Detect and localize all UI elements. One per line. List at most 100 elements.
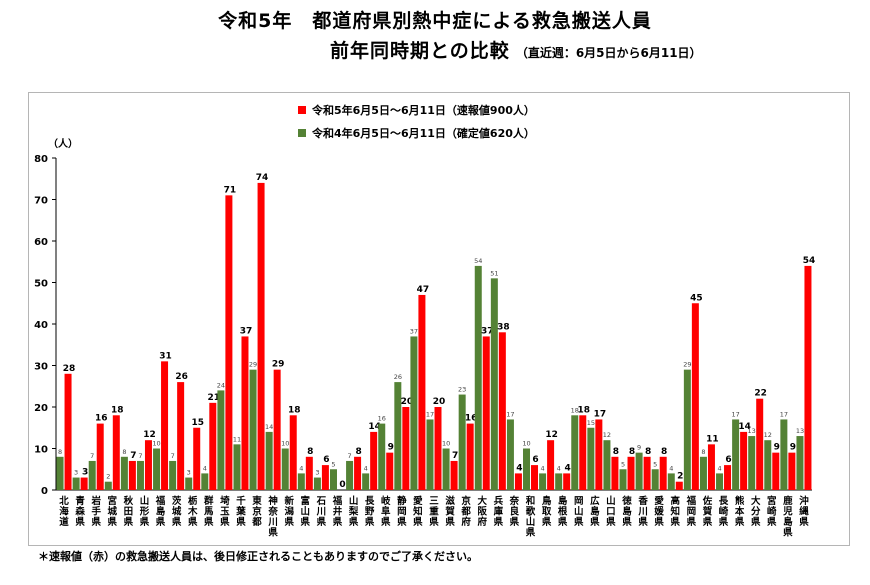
data-label-previous: 7 bbox=[171, 452, 175, 460]
data-label-previous: 10 bbox=[442, 440, 450, 448]
data-label-current: 37 bbox=[481, 326, 494, 336]
x-tick-label: 沖縄県 bbox=[799, 495, 809, 528]
data-label-previous: 4 bbox=[299, 464, 303, 472]
data-label-current: 20 bbox=[401, 397, 414, 407]
chart-title: 令和5年 都道府県別熱中症による救急搬送人員 bbox=[218, 10, 652, 32]
bar-previous bbox=[474, 265, 482, 490]
bar-previous bbox=[764, 440, 772, 490]
data-label-current: 3 bbox=[82, 468, 88, 478]
data-label-current: 18 bbox=[111, 405, 124, 415]
bar-previous bbox=[329, 469, 337, 490]
data-label-current: 15 bbox=[191, 418, 204, 428]
bar-previous bbox=[748, 436, 756, 490]
bar-current bbox=[466, 423, 474, 490]
data-label-previous: 7 bbox=[90, 452, 94, 460]
data-label-previous: 4 bbox=[669, 464, 673, 472]
x-tick-label: 佐賀県 bbox=[702, 495, 713, 528]
data-label-previous: 13 bbox=[796, 427, 804, 435]
data-label-current: 8 bbox=[645, 447, 651, 457]
bar-current bbox=[193, 427, 201, 490]
data-label-previous: 3 bbox=[315, 469, 319, 477]
bar-current bbox=[659, 456, 667, 490]
chart-frame bbox=[28, 92, 850, 546]
bar-previous bbox=[136, 460, 144, 490]
bar-current bbox=[482, 336, 490, 490]
chart-subtitle: 前年同時期との比較 （直近週：6月5日から6月11日） bbox=[330, 36, 702, 63]
data-label-current: 20 bbox=[433, 397, 446, 407]
data-label-previous: 7 bbox=[138, 452, 142, 460]
x-tick-label: 長崎県 bbox=[719, 496, 729, 528]
bar-previous bbox=[619, 469, 627, 490]
x-tick-label: 鳥取県 bbox=[542, 495, 552, 528]
y-tick-label: 10 bbox=[34, 445, 48, 456]
bar-previous bbox=[699, 456, 707, 490]
data-label-current: 9 bbox=[774, 443, 780, 453]
x-tick-label: 千葉県 bbox=[235, 495, 246, 528]
y-tick-label: 40 bbox=[34, 320, 48, 331]
legend-label: 令和5年6月5日～6月11日（速報値900人） bbox=[311, 103, 535, 117]
x-tick-label: 静岡県 bbox=[397, 495, 407, 528]
data-label-current: 11 bbox=[706, 434, 719, 444]
bar-previous bbox=[780, 419, 788, 490]
bar-current bbox=[128, 460, 136, 490]
bar-current bbox=[112, 415, 120, 490]
bar-previous bbox=[346, 460, 354, 490]
x-tick-label: 愛媛県 bbox=[653, 495, 664, 528]
bar-current bbox=[772, 452, 780, 490]
y-axis-label: （人） bbox=[48, 137, 78, 150]
data-label-current: 47 bbox=[417, 285, 430, 295]
data-label-current: 29 bbox=[272, 360, 285, 370]
bar-current bbox=[321, 465, 329, 490]
bar-previous bbox=[635, 452, 643, 490]
bar-current bbox=[289, 415, 297, 490]
y-tick-label: 50 bbox=[34, 279, 48, 290]
data-label-current: 8 bbox=[307, 447, 313, 457]
y-tick-label: 60 bbox=[34, 237, 48, 248]
x-tick-label: 北海道 bbox=[59, 495, 69, 528]
x-tick-label: 福井県 bbox=[332, 495, 343, 528]
data-label-current: 4 bbox=[516, 463, 522, 473]
bar-current bbox=[80, 477, 88, 490]
bar-previous bbox=[185, 477, 193, 490]
data-label-current: 14 bbox=[738, 422, 751, 432]
data-label-current: 8 bbox=[355, 447, 361, 457]
data-label-previous: 4 bbox=[203, 464, 207, 472]
y-tick-label: 30 bbox=[34, 362, 48, 373]
data-label-previous: 4 bbox=[541, 464, 545, 472]
bar-previous bbox=[506, 419, 514, 490]
bar-current bbox=[788, 452, 796, 490]
bar-current bbox=[514, 473, 522, 490]
bar-previous bbox=[683, 369, 691, 490]
data-label-current: 8 bbox=[613, 447, 619, 457]
bar-current bbox=[402, 407, 410, 490]
bar-previous bbox=[281, 448, 289, 490]
bar-previous bbox=[716, 473, 724, 490]
x-tick-label: 栃木県 bbox=[187, 495, 198, 528]
bar-previous bbox=[571, 415, 579, 490]
data-label-current: 31 bbox=[159, 351, 172, 361]
bar-current bbox=[64, 373, 72, 490]
data-label-current: 38 bbox=[497, 322, 510, 332]
x-tick-label: 大阪府 bbox=[477, 495, 487, 528]
y-tick-label: 0 bbox=[41, 486, 48, 497]
bar-previous bbox=[555, 473, 563, 490]
data-label-current: 6 bbox=[323, 455, 329, 465]
bar-current bbox=[643, 456, 651, 490]
bar-current bbox=[434, 407, 442, 490]
bar-previous bbox=[394, 382, 402, 490]
data-label-previous: 3 bbox=[74, 469, 78, 477]
data-label-previous: 4 bbox=[557, 464, 561, 472]
bar-previous bbox=[362, 473, 370, 490]
bar-current bbox=[209, 402, 217, 490]
bar-previous bbox=[104, 481, 112, 490]
bar-current bbox=[691, 303, 699, 490]
x-tick-label: 神奈川県 bbox=[267, 495, 278, 539]
data-label-previous: 29 bbox=[249, 361, 257, 369]
bar-current bbox=[386, 452, 394, 490]
x-tick-label: 茨城県 bbox=[172, 495, 182, 528]
bar-current bbox=[144, 440, 152, 490]
x-tick-label: 東京都 bbox=[251, 495, 262, 528]
x-tick-label: 鹿児島県 bbox=[782, 495, 793, 539]
data-label-current: 37 bbox=[240, 326, 253, 336]
bar-previous bbox=[426, 419, 434, 490]
